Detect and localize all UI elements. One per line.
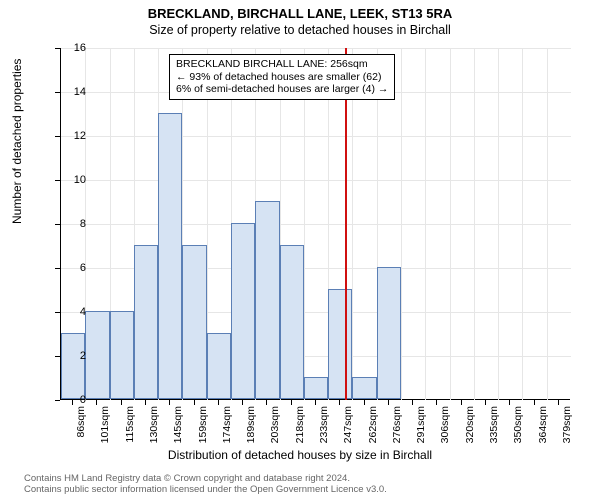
- footer-line-2: Contains public sector information licen…: [24, 485, 387, 496]
- x-tick-mark: [169, 400, 170, 405]
- x-tick-label: 379sqm: [561, 406, 573, 443]
- x-tick-mark: [145, 400, 146, 405]
- x-tick-mark: [121, 400, 122, 405]
- y-tick-label: 4: [80, 306, 86, 318]
- x-tick-label: 174sqm: [221, 406, 233, 443]
- histogram-bar: [377, 267, 401, 399]
- annotation-line-1: BRECKLAND BIRCHALL LANE: 256sqm: [176, 58, 388, 71]
- x-tick-label: 262sqm: [367, 406, 379, 443]
- gridline-v: [425, 48, 426, 400]
- y-tick-mark: [55, 48, 60, 49]
- histogram-bar: [352, 377, 376, 399]
- x-tick-mark: [266, 400, 267, 405]
- y-tick-label: 0: [80, 394, 86, 406]
- gridline-h: [61, 224, 571, 225]
- x-tick-mark: [509, 400, 510, 405]
- x-tick-mark: [534, 400, 535, 405]
- y-tick-label: 14: [74, 86, 86, 98]
- y-tick-mark: [55, 400, 60, 401]
- footer-attribution: Contains HM Land Registry data © Crown c…: [24, 474, 387, 496]
- y-tick-mark: [55, 224, 60, 225]
- x-tick-label: 306sqm: [439, 406, 451, 443]
- x-tick-label: 276sqm: [391, 406, 403, 443]
- x-tick-mark: [461, 400, 462, 405]
- gridline-v: [450, 48, 451, 400]
- x-tick-label: 115sqm: [124, 406, 136, 443]
- x-tick-mark: [291, 400, 292, 405]
- x-tick-label: 130sqm: [148, 406, 160, 443]
- annotation-box: BRECKLAND BIRCHALL LANE: 256sqm← 93% of …: [169, 54, 395, 100]
- x-tick-mark: [242, 400, 243, 405]
- histogram-bar: [134, 245, 158, 399]
- x-tick-label: 101sqm: [99, 406, 111, 443]
- gridline-h: [61, 180, 571, 181]
- histogram-bar: [304, 377, 328, 399]
- x-tick-label: 291sqm: [415, 406, 427, 443]
- annotation-line-3: 6% of semi-detached houses are larger (4…: [176, 83, 388, 96]
- x-tick-mark: [339, 400, 340, 405]
- histogram-bar: [328, 289, 352, 399]
- x-tick-mark: [218, 400, 219, 405]
- histogram-bar: [85, 311, 109, 399]
- y-tick-mark: [55, 92, 60, 93]
- x-tick-label: 335sqm: [488, 406, 500, 443]
- x-tick-mark: [388, 400, 389, 405]
- x-tick-mark: [558, 400, 559, 405]
- histogram-bar: [158, 113, 182, 399]
- x-tick-label: 218sqm: [294, 406, 306, 443]
- gridline-h: [61, 136, 571, 137]
- histogram-bar: [207, 333, 231, 399]
- y-tick-mark: [55, 312, 60, 313]
- y-tick-mark: [55, 356, 60, 357]
- gridline-h: [61, 48, 571, 49]
- y-tick-mark: [55, 136, 60, 137]
- x-tick-label: 159sqm: [197, 406, 209, 443]
- gridline-v: [498, 48, 499, 400]
- y-tick-label: 6: [80, 262, 86, 274]
- x-tick-label: 364sqm: [537, 406, 549, 443]
- histogram-bar: [182, 245, 206, 399]
- gridline-v: [352, 48, 353, 400]
- reference-line: [345, 48, 347, 400]
- histogram-bar: [61, 333, 85, 399]
- y-tick-label: 2: [80, 350, 86, 362]
- x-tick-mark: [315, 400, 316, 405]
- x-tick-label: 233sqm: [318, 406, 330, 443]
- chart-plot-area: BRECKLAND BIRCHALL LANE: 256sqm← 93% of …: [60, 48, 570, 400]
- x-tick-label: 350sqm: [512, 406, 524, 443]
- y-axis-label: Number of detached properties: [10, 59, 24, 224]
- x-axis-label: Distribution of detached houses by size …: [0, 448, 600, 462]
- y-tick-label: 10: [74, 174, 86, 186]
- y-tick-mark: [55, 268, 60, 269]
- x-tick-label: 189sqm: [245, 406, 257, 443]
- histogram-bar: [110, 311, 134, 399]
- x-tick-mark: [436, 400, 437, 405]
- histogram-bar: [280, 245, 304, 399]
- chart-subtitle: Size of property relative to detached ho…: [0, 21, 600, 37]
- y-tick-mark: [55, 180, 60, 181]
- x-tick-mark: [485, 400, 486, 405]
- x-tick-mark: [96, 400, 97, 405]
- x-tick-mark: [194, 400, 195, 405]
- annotation-line-2: ← 93% of detached houses are smaller (62…: [176, 71, 388, 84]
- chart-title: BRECKLAND, BIRCHALL LANE, LEEK, ST13 5RA: [0, 0, 600, 21]
- x-tick-mark: [364, 400, 365, 405]
- gridline-v: [522, 48, 523, 400]
- histogram-bar: [255, 201, 279, 399]
- x-tick-label: 145sqm: [172, 406, 184, 443]
- x-tick-mark: [72, 400, 73, 405]
- gridline-v: [474, 48, 475, 400]
- gridline-v: [304, 48, 305, 400]
- x-tick-label: 320sqm: [464, 406, 476, 443]
- gridline-v: [547, 48, 548, 400]
- histogram-bar: [231, 223, 255, 399]
- x-tick-label: 247sqm: [342, 406, 354, 443]
- y-tick-label: 16: [74, 42, 86, 54]
- x-tick-label: 203sqm: [269, 406, 281, 443]
- gridline-v: [401, 48, 402, 400]
- y-tick-label: 8: [80, 218, 86, 230]
- x-tick-mark: [412, 400, 413, 405]
- y-tick-label: 12: [74, 130, 86, 142]
- x-tick-label: 86sqm: [75, 406, 87, 438]
